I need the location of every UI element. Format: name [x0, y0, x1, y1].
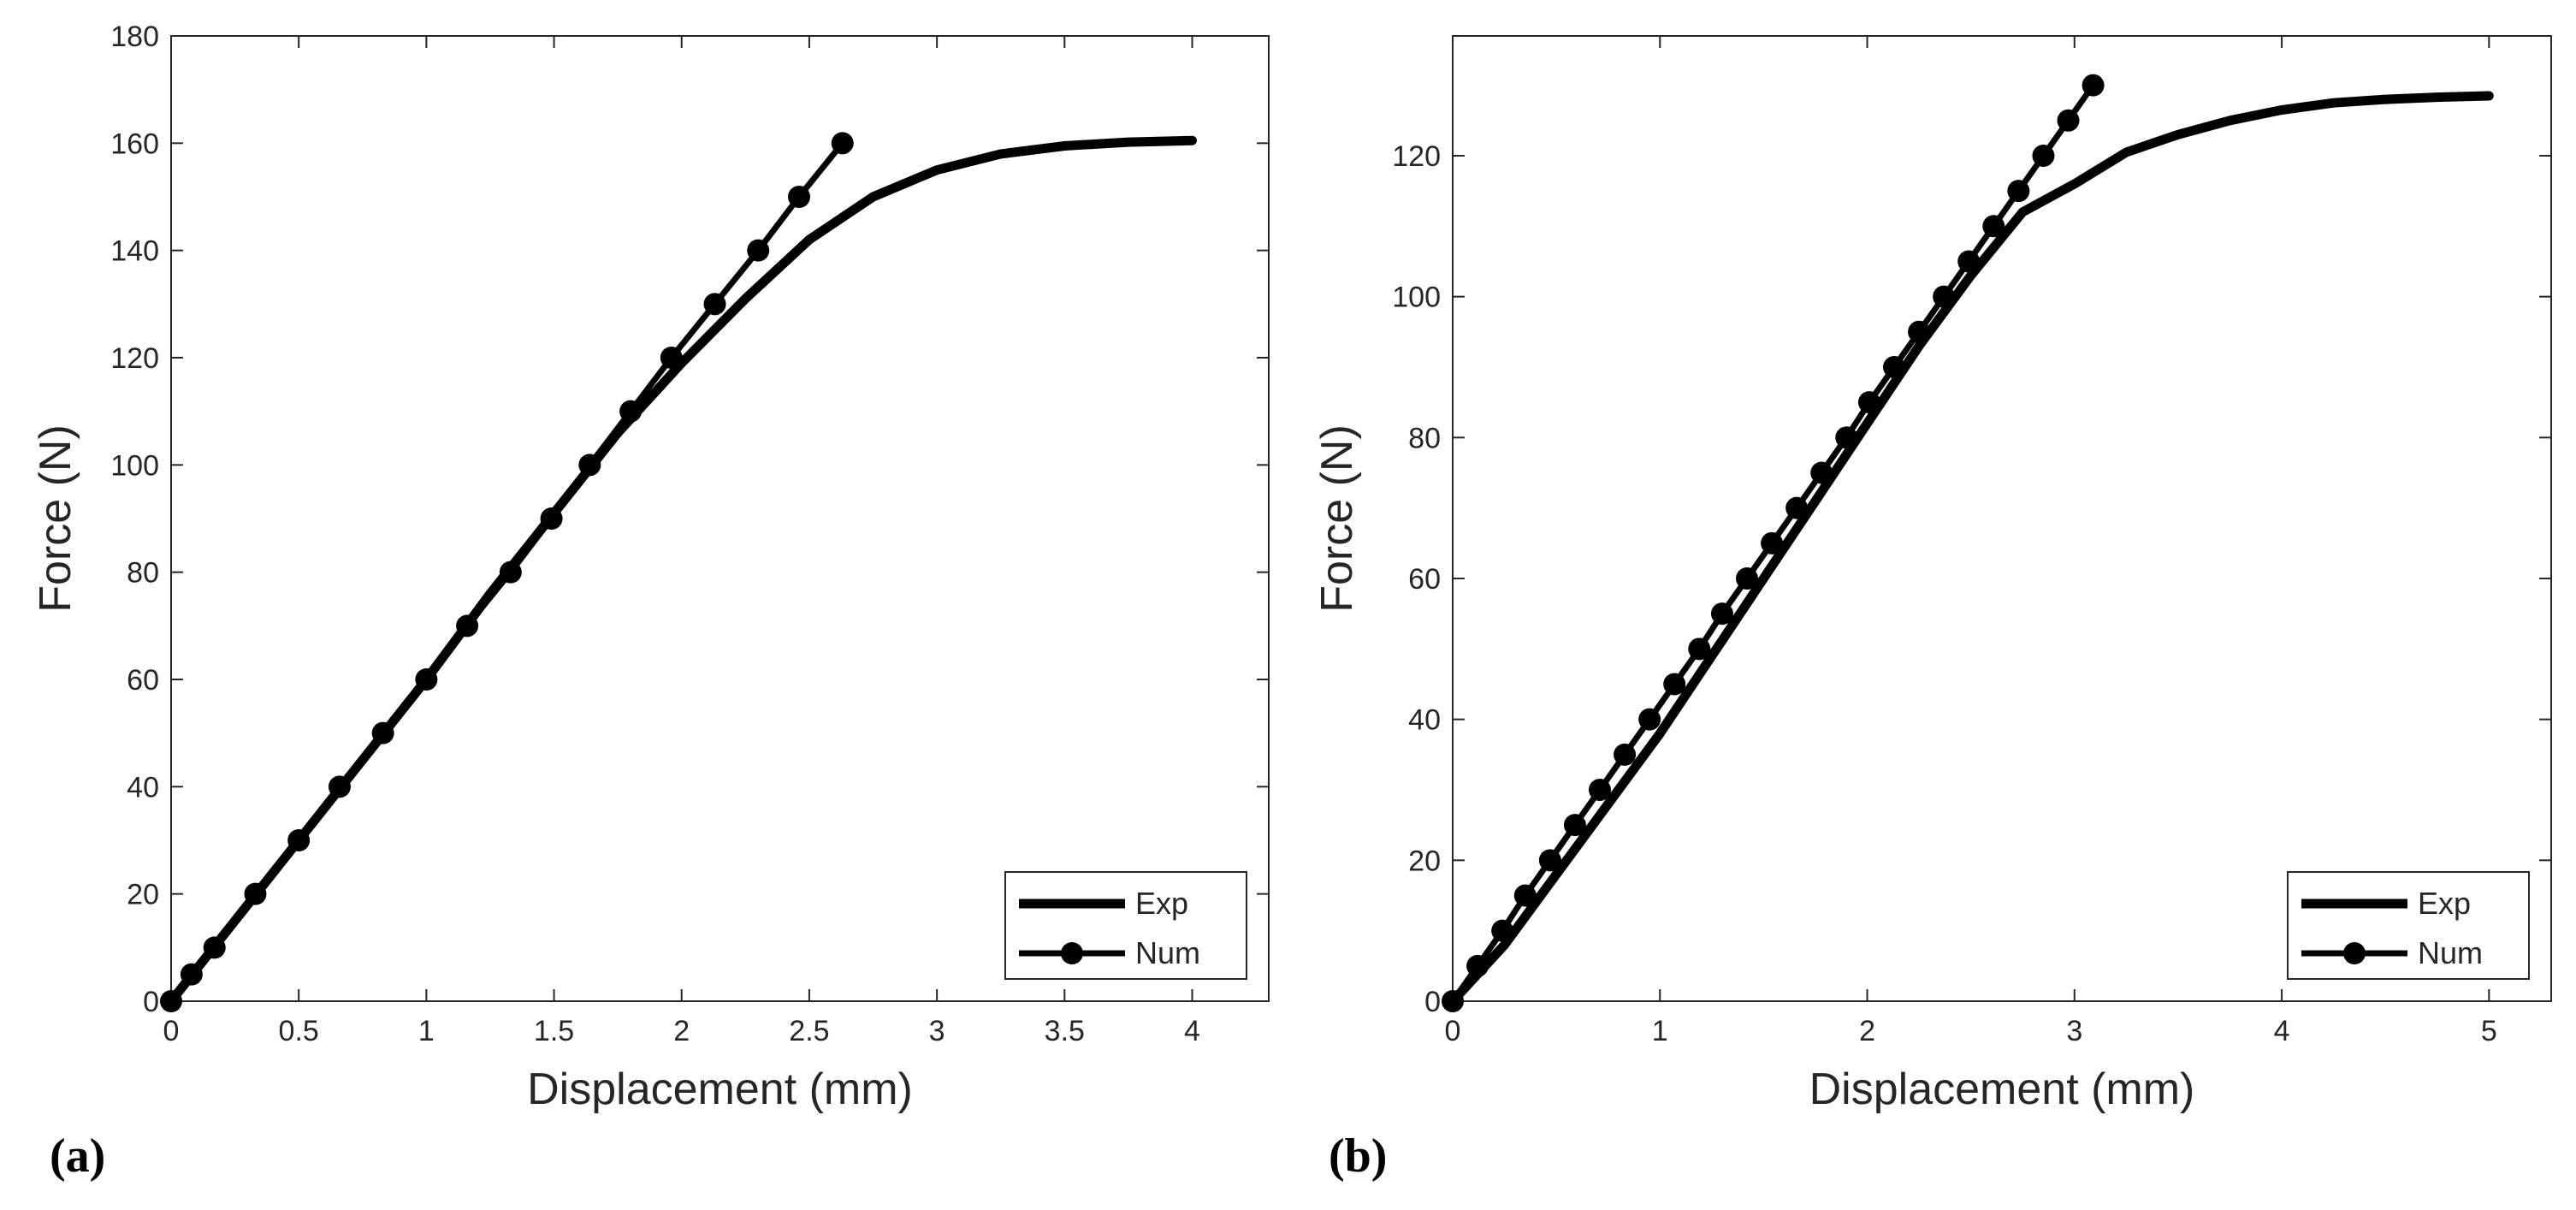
data-point-num	[1736, 566, 1759, 590]
x-axis-label: Displacement (mm)	[1809, 1065, 2195, 1114]
x-tick-label: 0	[163, 1015, 180, 1047]
legend-label-exp: Exp	[2418, 886, 2471, 921]
data-point-num	[1857, 391, 1880, 414]
data-point-num	[1491, 919, 1514, 942]
data-point-num	[1933, 285, 1956, 308]
data-point-num	[1908, 320, 1931, 343]
x-tick-label: 3	[2066, 1015, 2082, 1047]
data-point-num	[1589, 778, 1612, 801]
data-point-num	[415, 668, 438, 691]
data-point-num	[1761, 531, 1784, 555]
data-point-num	[1442, 990, 1464, 1012]
data-point-num	[1688, 638, 1711, 661]
data-point-num	[287, 829, 311, 851]
plot-area-box	[1452, 35, 2552, 1002]
y-tick-label: 20	[1408, 845, 1441, 877]
data-point-num	[1810, 461, 1833, 484]
panel-label-b: (b)	[1329, 1130, 1388, 1183]
y-tick-label: 60	[1408, 563, 1441, 596]
data-point-num	[1563, 814, 1586, 837]
data-point-num	[1835, 426, 1858, 449]
data-point-num	[831, 132, 854, 155]
y-tick-label: 40	[1408, 704, 1441, 737]
y-tick-label: 80	[1408, 422, 1441, 454]
x-tick-label: 4	[2274, 1015, 2290, 1047]
data-point-num	[371, 721, 394, 744]
data-point-num	[787, 186, 810, 208]
y-tick-label: 120	[110, 342, 159, 375]
x-tick-label: 0.5	[279, 1015, 319, 1047]
data-point-num	[540, 507, 563, 530]
y-tick-label: 0	[1424, 986, 1441, 1018]
legend-box	[2287, 871, 2530, 980]
data-point-num	[1614, 743, 1637, 766]
legend-label-exp: Exp	[1135, 886, 1188, 921]
chart-b: 0 1 2 3 4 5 0 20 40 60 80 100 120 Displacement (mm) Fo…	[1312, 35, 2552, 1114]
data-point-num	[619, 400, 643, 423]
series-line-exp	[1448, 91, 2494, 1006]
series-line-num	[168, 139, 846, 1005]
chart-a: 0 0.5 1 1.5 2 2.5 3 3.5 402040608010012014016018…	[31, 21, 1270, 1114]
data-point-num	[1883, 355, 1906, 378]
data-point-num	[456, 614, 479, 638]
y-tick-label: 40	[127, 771, 159, 804]
legend-label-num: Num	[2418, 935, 2483, 970]
x-tick-label: 2.5	[789, 1015, 829, 1047]
y-tick-label: 120	[1392, 140, 1441, 173]
data-point-num	[1982, 215, 2005, 238]
x-tick-label: 5	[2481, 1015, 2497, 1047]
panel-label-a: (a)	[50, 1130, 106, 1183]
plot-area-box	[170, 35, 1270, 1002]
y-tick-label: 20	[127, 879, 159, 911]
y-tick-label: 60	[127, 664, 159, 697]
x-tick-label: 1.5	[534, 1015, 574, 1047]
y-tick-label: 80	[127, 557, 159, 590]
data-point-num	[1513, 884, 1537, 907]
x-tick-label: 0	[1445, 1015, 1461, 1047]
data-point-num	[1785, 496, 1809, 519]
y-tick-label: 100	[110, 449, 159, 482]
data-point-num	[1957, 250, 1981, 273]
x-axis-label: Displacement (mm)	[527, 1065, 913, 1114]
y-tick-label: 0	[143, 986, 159, 1018]
x-tick-label: 1	[418, 1015, 435, 1047]
legend-marker-num	[2343, 942, 2366, 964]
data-point-num	[180, 963, 203, 986]
legend-box	[1004, 871, 1247, 980]
x-tick-label: 4	[1184, 1015, 1200, 1047]
data-point-num	[747, 239, 770, 262]
data-point-num	[328, 775, 351, 798]
data-point-num	[203, 936, 226, 959]
y-axis-label: Force (N)	[1312, 424, 1362, 613]
x-tick-label: 2	[673, 1015, 690, 1047]
data-point-num	[703, 293, 726, 316]
legend-marker-num	[1061, 942, 1083, 964]
data-point-num	[1638, 708, 1661, 731]
data-point-num	[160, 990, 182, 1012]
x-tick-label: 3.5	[1045, 1015, 1085, 1047]
data-point-num	[499, 561, 522, 584]
x-tick-label: 1	[1652, 1015, 1668, 1047]
y-axis-label: Force (N)	[31, 424, 80, 613]
legend-label-num: Num	[1135, 935, 1200, 970]
y-tick-label: 180	[110, 21, 159, 53]
y-tick-label: 100	[1392, 282, 1441, 314]
x-tick-label: 3	[929, 1015, 945, 1047]
data-point-num	[578, 454, 601, 477]
y-tick-label: 160	[110, 128, 159, 160]
y-tick-label: 140	[110, 235, 159, 268]
data-point-num	[1538, 849, 1561, 872]
data-point-num	[2057, 109, 2080, 132]
data-point-num	[1466, 954, 1489, 977]
data-point-num	[2007, 180, 2030, 203]
data-point-num	[2032, 144, 2055, 167]
data-point-num	[660, 347, 683, 369]
data-point-num	[1710, 602, 1733, 626]
x-tick-label: 2	[1859, 1015, 1875, 1047]
data-point-num	[244, 882, 267, 905]
data-point-num	[1663, 673, 1686, 696]
data-point-num	[2082, 74, 2105, 97]
